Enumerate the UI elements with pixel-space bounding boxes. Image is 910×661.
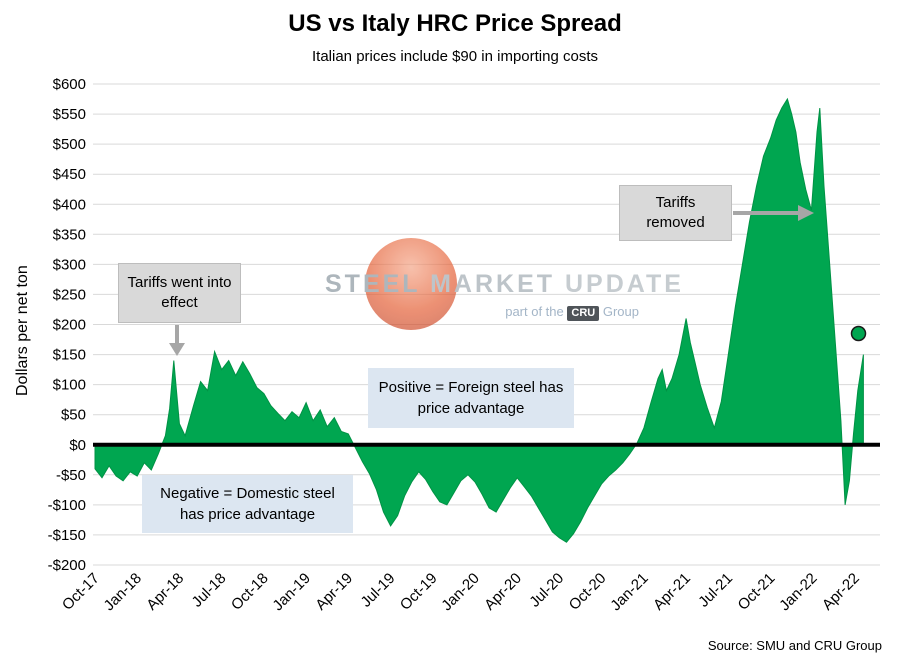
y-tick-label: -$100	[48, 497, 86, 514]
y-tick-label: $0	[69, 437, 86, 454]
x-tick-label: Jan-21	[607, 570, 651, 614]
y-tick-label: $550	[53, 106, 86, 123]
y-tick-label: $100	[53, 377, 86, 394]
y-tick-label: -$50	[56, 467, 86, 484]
x-tick-label: Jan-18	[101, 570, 145, 614]
y-tick-label: $250	[53, 286, 86, 303]
y-tick-label: $500	[53, 136, 86, 153]
y-axis-title: Dollars per net ton	[14, 265, 31, 396]
chart-subtitle: Italian prices include $90 in importing …	[312, 48, 598, 65]
annotation-tariffs-went-into-effect: Tariffs went into effect	[118, 263, 241, 323]
y-tick-label: $600	[53, 76, 86, 93]
x-tick-label: Oct-18	[228, 570, 272, 614]
tariffs-removed-arrowhead-icon	[798, 205, 814, 221]
note-negative-spread: Negative = Domestic steel has price adva…	[142, 475, 353, 533]
y-tick-label: $200	[53, 317, 86, 334]
x-tick-label: Apr-18	[143, 570, 187, 614]
x-tick-label: Jul-20	[526, 570, 567, 611]
x-tick-label: Oct-19	[397, 570, 441, 614]
y-tick-label: -$200	[48, 557, 86, 574]
source-note: Source: SMU and CRU Group	[707, 638, 882, 653]
x-tick-label: Jan-20	[438, 570, 482, 614]
annotation-tariffs-removed: Tariffs removed	[619, 185, 732, 241]
x-tick-label: Oct-21	[735, 570, 779, 614]
x-tick-label: Oct-20	[566, 570, 610, 614]
price-spread-area	[94, 97, 864, 543]
y-tick-label: $150	[53, 347, 86, 364]
y-tick-label: $400	[53, 196, 86, 213]
y-tick-label: $300	[53, 256, 86, 273]
latest-value-marker	[850, 325, 867, 342]
annotation-arrows	[169, 205, 814, 356]
y-tick-label: $350	[53, 226, 86, 243]
note-positive-spread: Positive = Foreign steel has price advan…	[368, 368, 574, 428]
x-tick-label: Apr-21	[650, 570, 694, 614]
x-tick-label: Jan-19	[269, 570, 313, 614]
y-tick-label: $450	[53, 166, 86, 183]
x-tick-label: Jul-19	[358, 570, 399, 611]
tariffs-effect-arrowhead-icon	[169, 343, 185, 356]
x-tick-label: Apr-19	[312, 570, 356, 614]
x-tick-label: Apr-22	[819, 570, 863, 614]
x-tick-label: Apr-20	[481, 570, 525, 614]
y-tick-label: $50	[61, 407, 86, 424]
chart-title: US vs Italy HRC Price Spread	[288, 10, 622, 37]
y-tick-label: -$150	[48, 527, 86, 544]
x-tick-label: Jul-18	[189, 570, 230, 611]
y-axis-tick-labels: $600 $550 $500 $450 $400 $350 $300 $250 $200 $150…	[48, 76, 86, 574]
x-tick-label: Jan-22	[776, 570, 820, 614]
x-tick-label: Oct-17	[59, 570, 103, 614]
x-tick-label: Jul-21	[695, 570, 736, 611]
